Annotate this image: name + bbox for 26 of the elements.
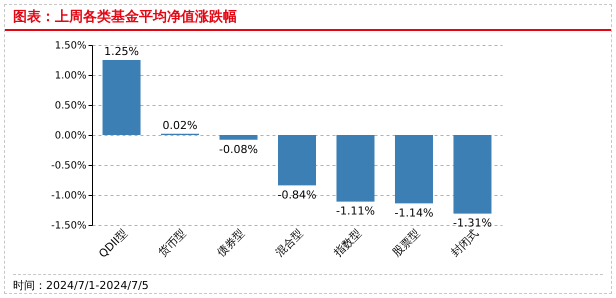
bar xyxy=(336,135,374,202)
bar xyxy=(453,135,492,214)
x-tick-label: 货币型 xyxy=(156,226,189,260)
y-tick-label: 1.50% xyxy=(54,40,86,52)
text: 时间：2024/7/1-2024/7/5 xyxy=(13,274,603,293)
x-tick-label: 债券型 xyxy=(214,226,247,260)
y-tick-label: 1.00% xyxy=(54,70,86,82)
data-label: -0.84% xyxy=(278,188,316,202)
bar xyxy=(278,135,316,186)
data-label: -1.14% xyxy=(394,206,434,220)
bar xyxy=(394,135,433,204)
bar xyxy=(220,135,258,140)
data-label: -0.08% xyxy=(219,142,258,156)
chart-title: 图表：上周各类基金平均净值涨跌幅 xyxy=(13,8,237,26)
x-tick-label: 混合型 xyxy=(272,226,306,260)
bar xyxy=(102,60,141,135)
y-tick-label: -1.50% xyxy=(51,220,86,232)
x-tick-label: 指数型 xyxy=(330,226,364,260)
x-tick-label: 股票型 xyxy=(390,226,422,260)
y-tick-label: -1.00% xyxy=(51,190,86,202)
y-tick-label: -0.50% xyxy=(51,160,86,172)
y-tick-label: 0.50% xyxy=(54,100,86,112)
data-label: -1.11% xyxy=(336,204,375,218)
data-label: 0.02% xyxy=(162,118,198,132)
y-tick-label: 0.00% xyxy=(54,130,86,142)
data-label: 1.25% xyxy=(104,45,140,58)
